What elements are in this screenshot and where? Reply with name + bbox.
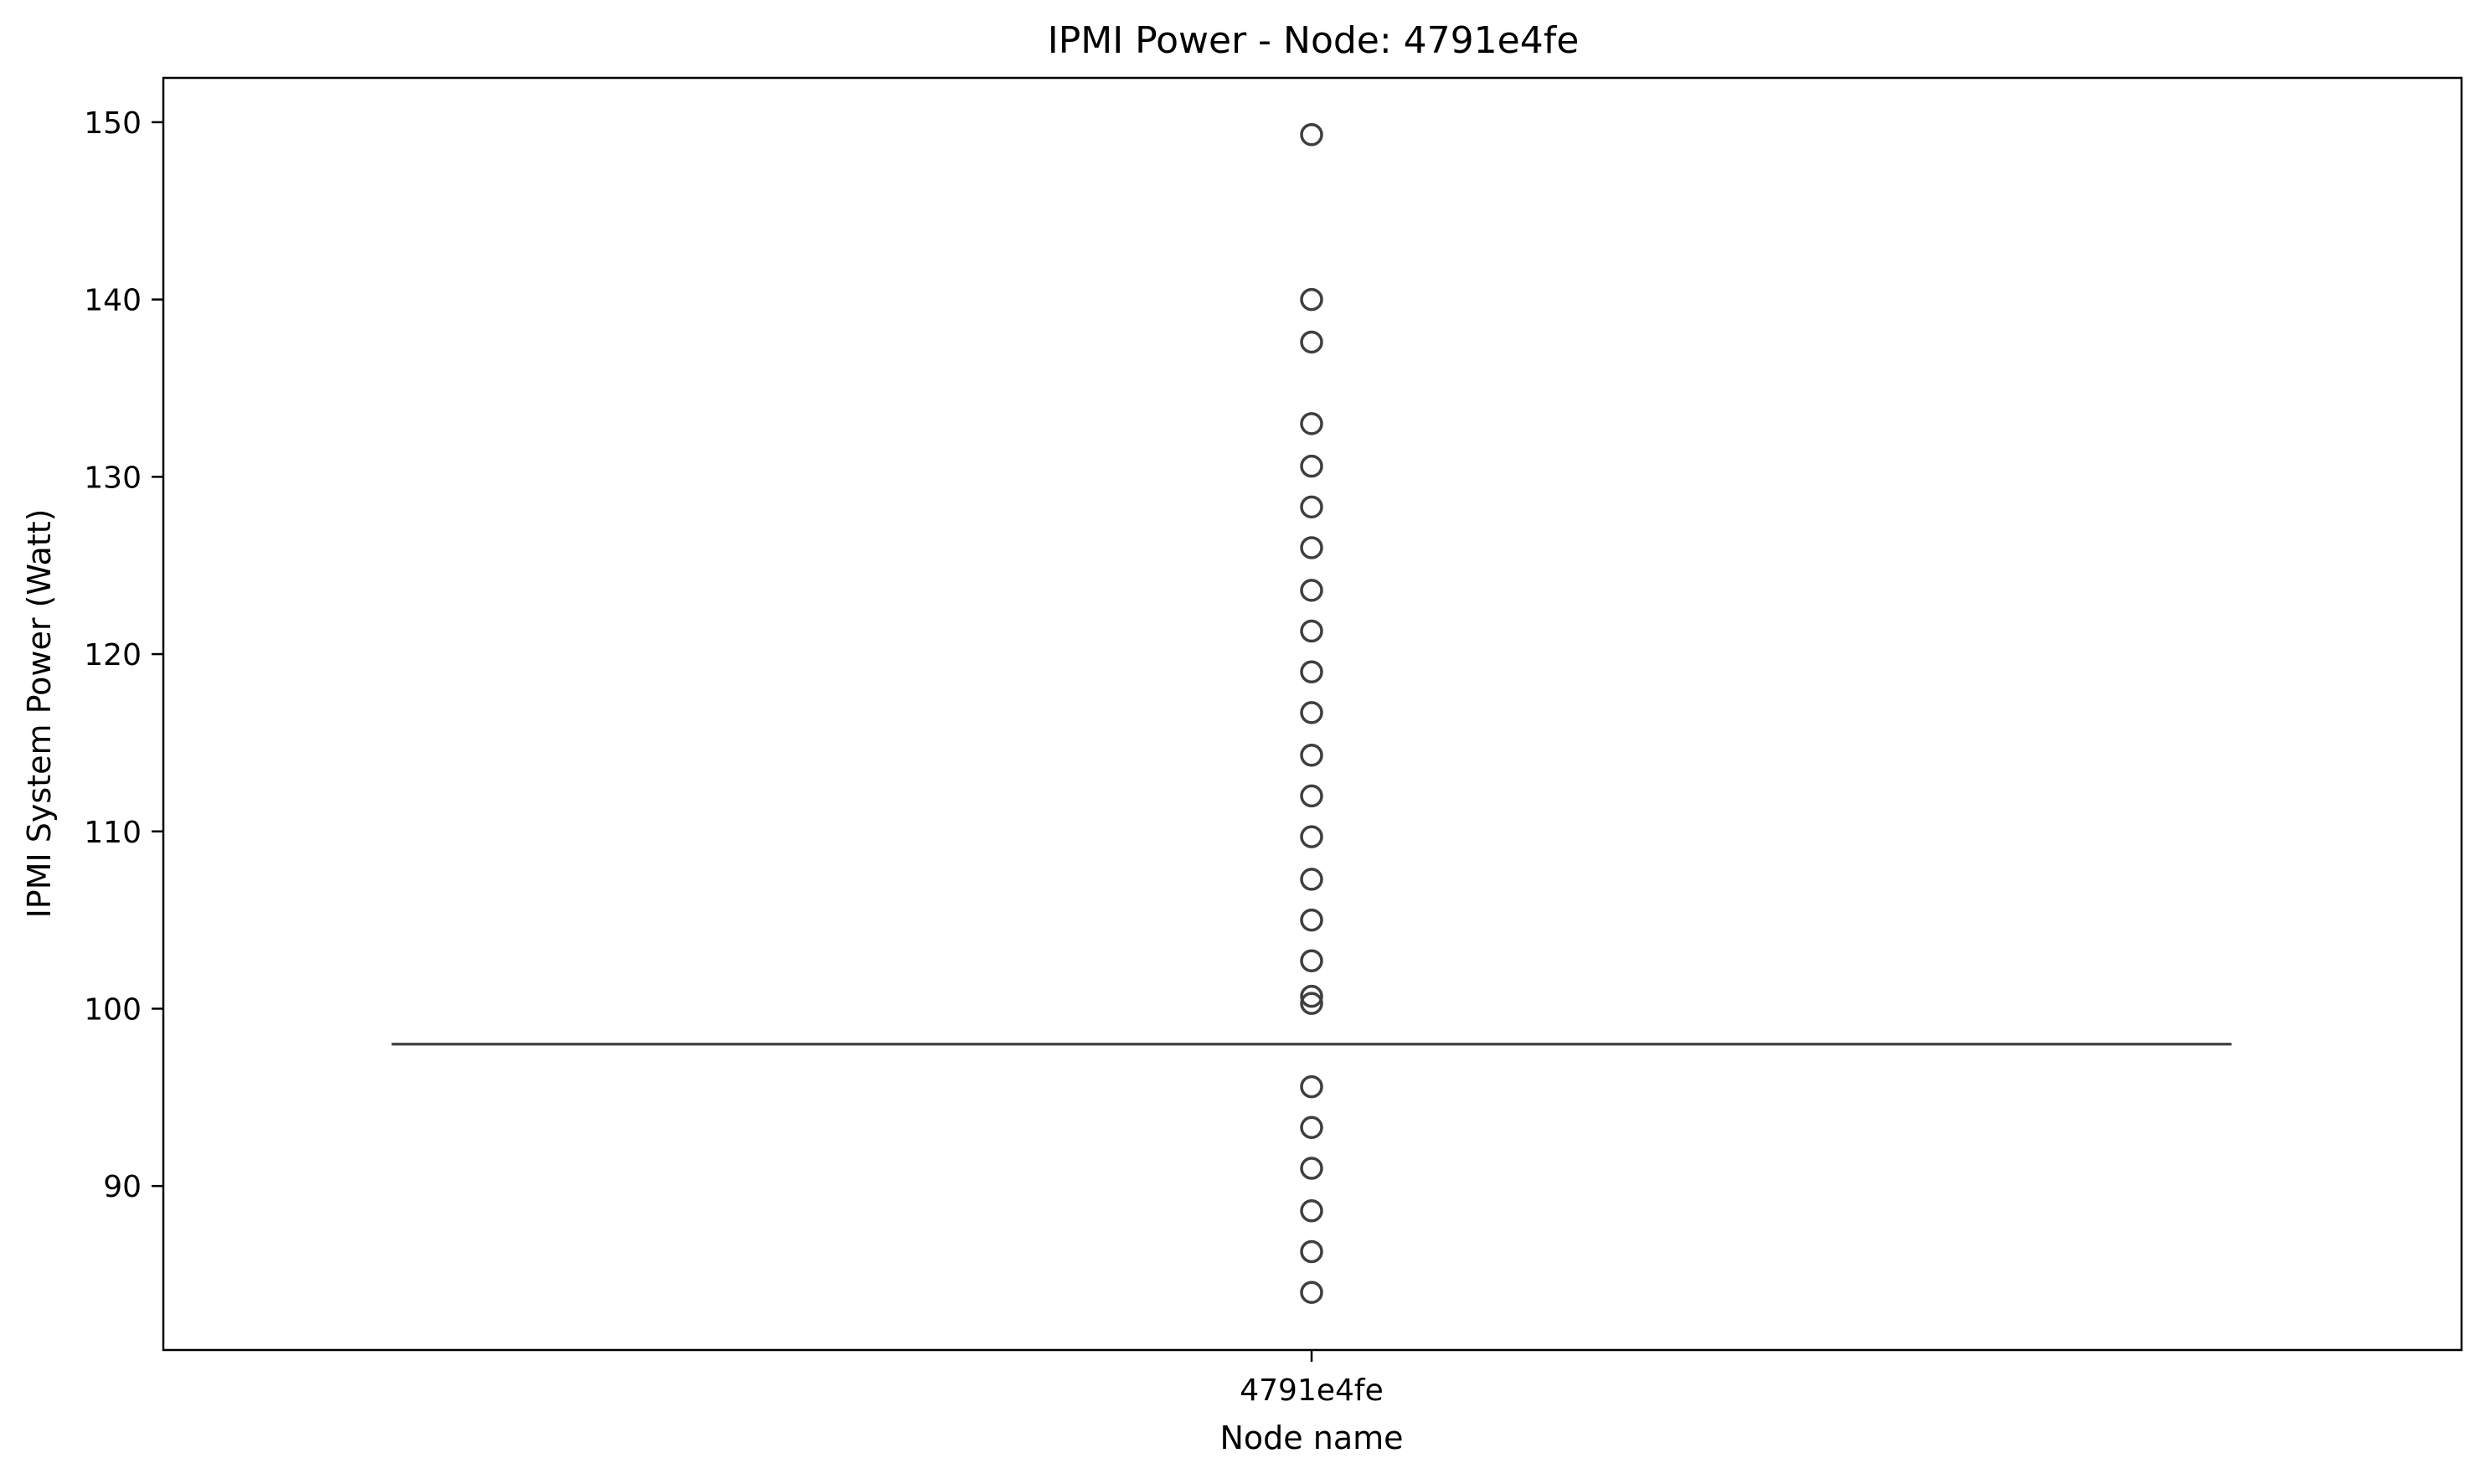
y-tick-label: 140 <box>84 284 142 318</box>
y-tick-label: 110 <box>84 816 142 850</box>
y-axis-label: IPMI System Power (Watt) <box>21 509 58 919</box>
y-tick-label: 120 <box>84 638 142 672</box>
chart-title: IPMI Power - Node: 4791e4fe <box>1048 19 1580 62</box>
y-tick-label: 150 <box>84 106 142 141</box>
y-tick-label: 100 <box>84 992 142 1027</box>
x-tick-label: 4791e4fe <box>1240 1373 1384 1408</box>
x-axis-label: Node name <box>1219 1420 1403 1456</box>
y-tick-label: 130 <box>84 461 142 495</box>
y-tick-label: 90 <box>103 1170 142 1204</box>
